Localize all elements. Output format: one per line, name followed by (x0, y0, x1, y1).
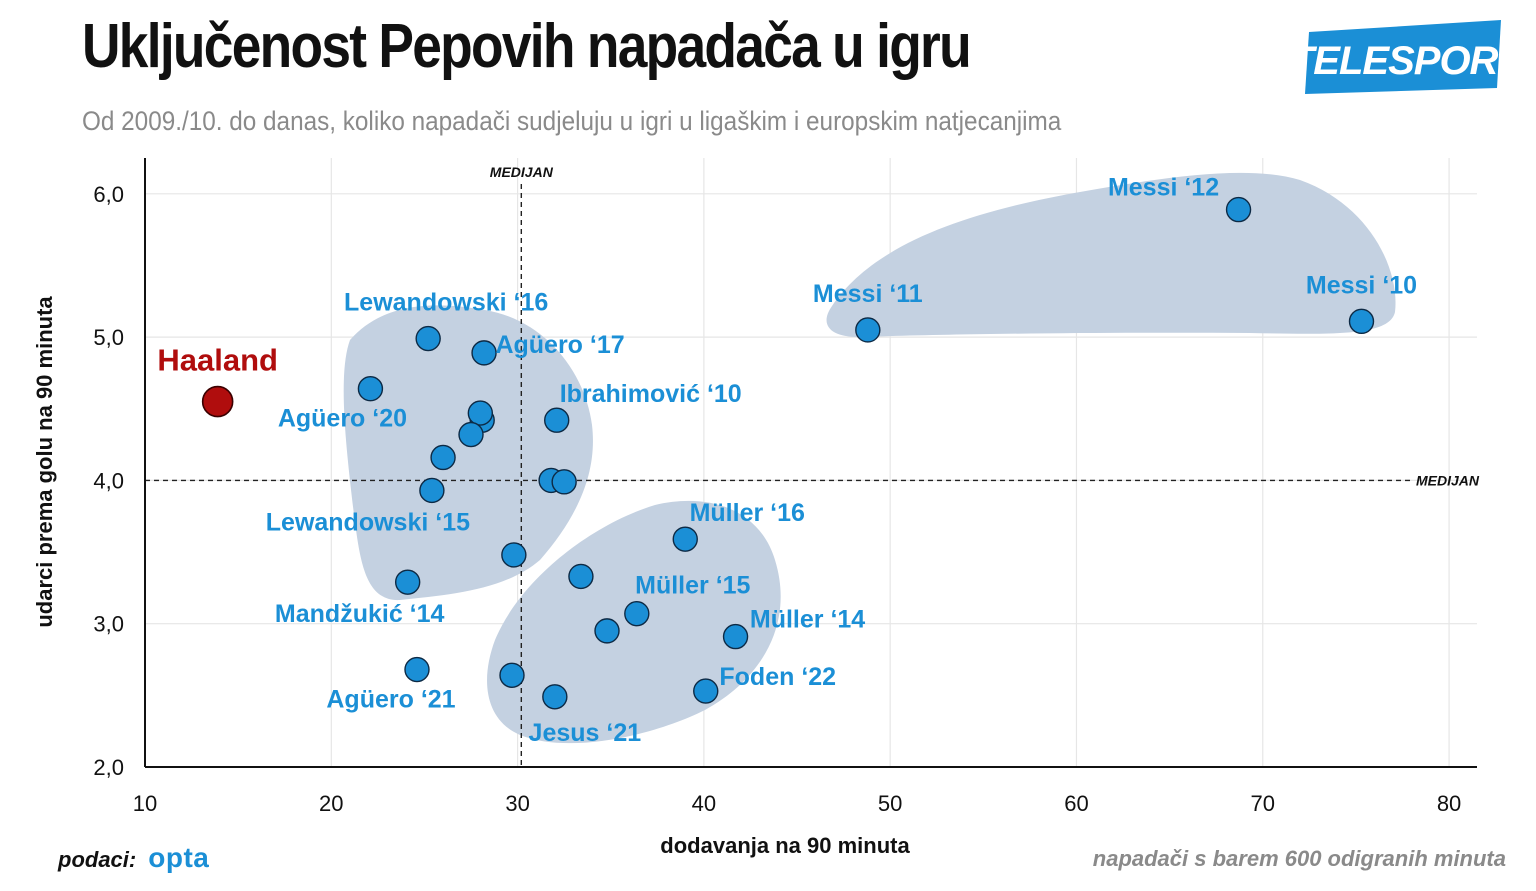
data-point (415, 325, 441, 352)
data-point (357, 376, 384, 402)
cluster-upper-left (343, 305, 593, 601)
y-tick-label: 2,0 (93, 755, 124, 780)
data-point (594, 618, 620, 644)
data-point (855, 317, 881, 343)
x-tick-label: 30 (505, 791, 529, 816)
data-label: Messi ‘12 (1108, 174, 1219, 202)
median-lines: MEDIJAN MEDIJAN (145, 164, 1480, 767)
data-label: Messi ‘10 (1306, 271, 1417, 299)
x-tick-label: 80 (1437, 791, 1461, 816)
footnote: napadači s barem 600 odigranih minuta (1092, 846, 1506, 871)
y-tick-label: 5,0 (93, 325, 124, 350)
x-tick-label: 70 (1251, 791, 1275, 816)
data-point (542, 684, 568, 710)
data-point (458, 421, 484, 448)
y-tick-label: 4,0 (93, 468, 124, 493)
source-label: podaci: (58, 847, 137, 872)
x-axis-title: dodavanja na 90 minuta (660, 833, 910, 858)
cluster-messi (826, 172, 1396, 338)
data-point (568, 563, 594, 590)
data-label: Müller ‘14 (750, 606, 865, 634)
x-tick-label: 40 (692, 791, 716, 816)
data-label: Messi ‘11 (813, 280, 923, 308)
source-credit: podaci: opta (58, 842, 209, 874)
svg-text:TELESPORT: TELESPORT (1305, 39, 1505, 83)
data-label: Ibrahimović ‘10 (560, 380, 742, 408)
chart-subtitle: Od 2009./10. do danas, koliko napadači s… (82, 106, 1062, 136)
x-tick-label: 10 (133, 791, 157, 816)
data-label: Foden ‘22 (719, 663, 836, 691)
data-label: Lewandowski ‘16 (344, 289, 548, 317)
data-label: Müller ‘15 (635, 572, 750, 600)
data-label: Agüero ‘21 (326, 686, 455, 714)
highlight-point (201, 385, 234, 418)
chart-title: Uključenost Pepovih napadača u igru (82, 12, 972, 81)
data-point (693, 678, 719, 704)
data-labels: Messi ‘12 Messi ‘10 Messi ‘11 Lewandowski ‘… (157, 174, 1417, 747)
data-point (722, 623, 749, 650)
y-axis-title: udarci prema golu na 90 minuta (32, 296, 57, 628)
x-tick-label: 50 (878, 791, 902, 816)
data-label: Agüero ‘17 (495, 331, 624, 359)
data-label: Mandžukić ‘14 (275, 600, 445, 628)
opta-logo: opta (148, 842, 210, 873)
data-point (471, 340, 497, 366)
data-point (501, 542, 527, 568)
axes: 10 20 30 40 50 60 70 80 2,0 3,0 4,0 5,0 6,0 (93, 158, 1477, 816)
x-tick-label: 20 (319, 791, 343, 816)
y-tick-label: 6,0 (93, 182, 124, 207)
data-label: Jesus ‘21 (529, 719, 642, 747)
data-point (467, 400, 494, 426)
highlight-label: Haaland (157, 343, 278, 378)
data-label: Müller ‘16 (690, 499, 805, 527)
x-tick-label: 60 (1064, 791, 1088, 816)
data-point (499, 662, 525, 688)
data-point (624, 600, 650, 627)
y-tick-label: 3,0 (93, 612, 124, 637)
data-point (394, 569, 421, 595)
data-point (404, 656, 430, 683)
median-label-horizontal: MEDIJAN (1416, 472, 1480, 488)
median-label-vertical: MEDIJAN (490, 164, 554, 180)
cluster-shapes (343, 172, 1396, 744)
data-point (1225, 196, 1252, 223)
data-label: Agüero ‘20 (278, 405, 407, 433)
data-point (551, 469, 577, 495)
data-point (672, 526, 698, 552)
data-points (201, 196, 1375, 710)
data-point (1348, 308, 1375, 335)
data-point (544, 407, 570, 433)
telesport-logo: TELESPORT (1305, 20, 1505, 94)
data-label: Lewandowski ‘15 (266, 508, 470, 536)
data-point (430, 444, 456, 471)
data-point (419, 477, 445, 504)
